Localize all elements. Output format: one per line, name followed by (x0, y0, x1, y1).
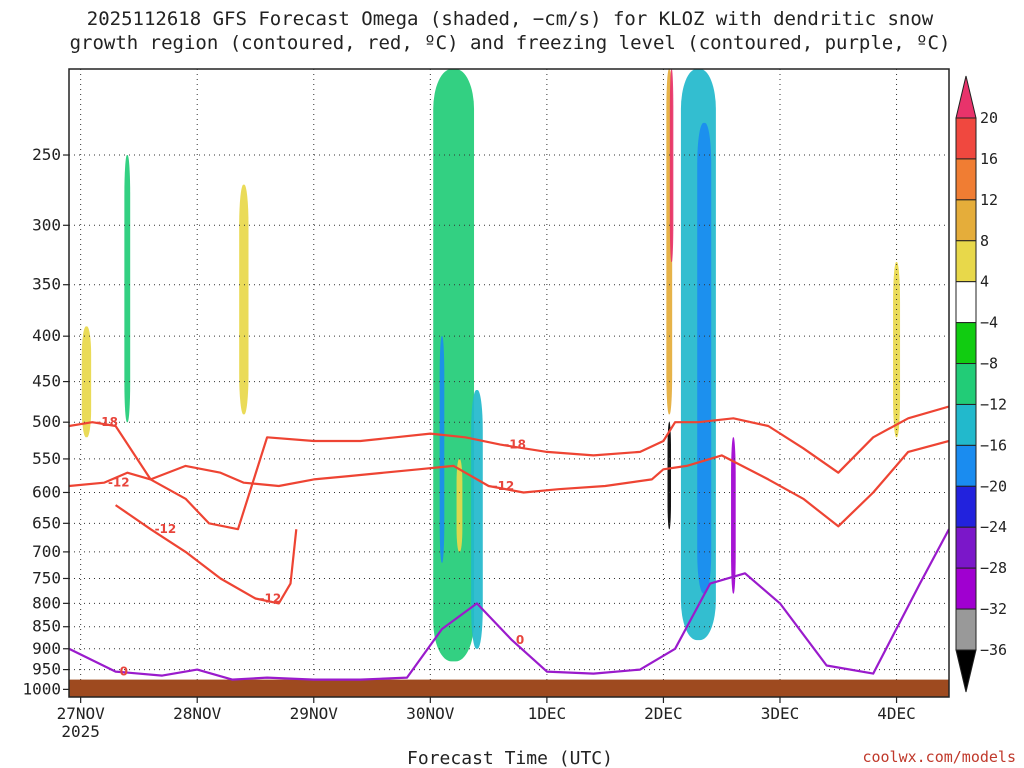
colorbar-label-7: −12 (980, 395, 1007, 413)
y-tick-label-350: 350 (32, 275, 61, 294)
colorbar-swatch-2 (955, 158, 977, 201)
y-tick-label-400: 400 (32, 326, 61, 345)
omega-region-16 (697, 122, 712, 594)
x-tick-label-2DEC: 2DEC (644, 704, 683, 723)
colorbar-swatch-12 (955, 567, 977, 610)
colorbar-swatch-5 (955, 281, 977, 324)
omega-region-18 (750, 69, 775, 296)
dgz-contour-label-3-1: -12 (259, 592, 281, 606)
x-tick-label-27NOV: 27NOV (57, 704, 106, 723)
omega-region-5 (239, 184, 249, 415)
dgz-contour-2 (69, 405, 949, 531)
colorbar-label-4: 4 (980, 273, 989, 291)
omega-region-2 (81, 326, 92, 438)
omega-region-13 (669, 69, 674, 263)
y-tick-label-700: 700 (32, 542, 61, 561)
colorbar-label-5: −4 (980, 314, 998, 332)
omega-region-3 (124, 155, 131, 423)
omega-region-6 (307, 139, 320, 506)
y-axis-pressure: 250 300 350 400 450 500 550 600 650 700 750 800 850 9… (22, 145, 69, 698)
colorbar-bottom-arrow (955, 649, 977, 693)
y-tick-label-300: 300 (32, 215, 61, 234)
omega-region-8 (439, 336, 445, 563)
credit-link[interactable]: coolwx.com/models (862, 748, 1016, 766)
x-tick-label-4DEC: 4DEC (877, 704, 916, 723)
dgz-contour-label-3-0: -12 (155, 522, 177, 536)
y-tick-label-450: 450 (32, 372, 61, 391)
x-tick-year: 2025 (61, 722, 100, 741)
dgz-contour-1 (69, 439, 949, 528)
dgz-contour-label-2-1: -18 (504, 438, 526, 452)
colorbar-swatch-1 (955, 117, 977, 160)
omega-shading (81, 69, 901, 662)
omega-region-9 (471, 390, 483, 649)
colorbar-swatch-10 (955, 485, 977, 528)
omega-region-14 (667, 422, 672, 530)
omega-region-11 (609, 69, 624, 438)
y-tick-label-900: 900 (32, 639, 61, 658)
colorbar: 20 16 12 8 4 −4 −8 −12 −16 −20 −24 −28 −32 −36 (955, 75, 1007, 693)
omega-region-7 (433, 69, 475, 662)
omega-region-19 (872, 184, 898, 632)
x-tick-label-28NOV: 28NOV (173, 704, 222, 723)
x-tick-label-30NOV: 30NOV (406, 704, 455, 723)
grid-lines (69, 69, 949, 697)
colorbar-swatch-8 (955, 403, 977, 446)
dgz-contour-label-1-1: -12 (493, 479, 515, 493)
ground-terrain (69, 679, 949, 697)
colorbar-swatch-9 (955, 444, 977, 487)
colorbar-swatch-3 (955, 199, 977, 242)
colorbar-label-3: 8 (980, 232, 989, 250)
colorbar-label-6: −8 (980, 355, 998, 373)
colorbar-swatch-6 (955, 322, 977, 365)
y-tick-label-950: 950 (32, 660, 61, 679)
colorbar-label-12: −32 (980, 600, 1007, 618)
y-tick-label-800: 800 (32, 593, 61, 612)
omega-region-1 (82, 78, 103, 636)
omega-region-10 (456, 458, 463, 552)
y-tick-label-550: 550 (32, 449, 61, 468)
colorbar-label-1: 16 (980, 150, 998, 168)
y-tick-label-750: 750 (32, 568, 61, 587)
y-tick-label-850: 850 (32, 617, 61, 636)
colorbar-swatch-7 (955, 363, 977, 405)
colorbar-label-13: −36 (980, 641, 1007, 659)
x-axis-label: Forecast Time (UTC) (407, 748, 613, 768)
plot-area: -12 -12 -18 -18 -12 -12 0 0 (69, 69, 949, 697)
y-tick-label-500: 500 (32, 412, 61, 431)
colorbar-label-9: −20 (980, 477, 1007, 495)
dgz-contour-3 (114, 504, 298, 605)
colorbar-swatch-11 (955, 526, 977, 569)
y-tick-label-250: 250 (32, 145, 61, 164)
y-tick-label-650: 650 (32, 513, 61, 532)
colorbar-label-0: 20 (980, 109, 998, 127)
y-tick-label-600: 600 (32, 482, 61, 501)
colorbar-label-11: −28 (980, 559, 1007, 577)
y-tick-label-1000: 1000 (22, 679, 61, 698)
dgz-contour-label-2-0: -18 (96, 415, 118, 429)
freezing-level-label-1-1: 0 (516, 633, 524, 647)
dgz-contour-label-1-0: -12 (108, 476, 130, 490)
chart-title-line-1: 2025112618 GFS Forecast Omega (shaded, −… (87, 8, 934, 30)
x-tick-label-29NOV: 29NOV (290, 704, 339, 723)
plot-frame (68, 68, 950, 698)
colorbar-top-arrow (955, 75, 977, 119)
freezing-level-1 (69, 528, 949, 681)
plot-background (69, 69, 949, 697)
colorbar-label-8: −16 (980, 436, 1007, 454)
x-tick-label-3DEC: 3DEC (761, 704, 800, 723)
colorbar-swatch-4 (955, 240, 977, 283)
omega-region-17 (731, 437, 736, 594)
colorbar-swatch-13 (955, 608, 977, 651)
x-tick-label-1DEC: 1DEC (528, 704, 567, 723)
chart-title-line-2: growth region (contoured, red, ºC) and f… (70, 32, 951, 54)
colorbar-label-10: −24 (980, 518, 1007, 536)
colorbar-label-2: 12 (980, 191, 998, 209)
omega-region-4 (239, 69, 272, 552)
contours: -12 -12 -18 -18 -12 -12 0 0 (69, 405, 949, 681)
freezing-level-label-1-0: 0 (120, 665, 128, 679)
